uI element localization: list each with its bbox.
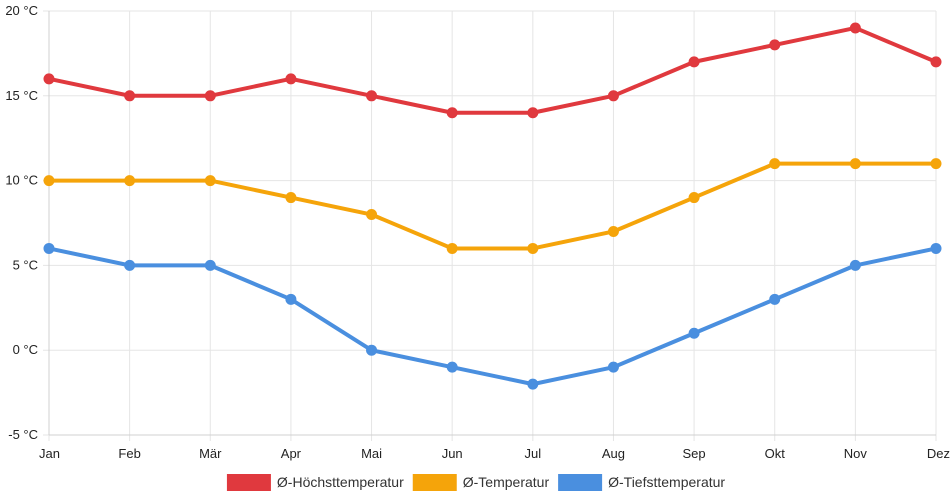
series-line-hoechsttemperatur (47, 25, 938, 115)
series-lines (43, 22, 942, 390)
x-tick-label-apr: Apr (281, 446, 302, 461)
data-point-tiefsttemperatur-nov[interactable] (849, 259, 861, 271)
legend-swatch-hoechsttemperatur (226, 474, 271, 491)
data-point-temperatur-apr[interactable] (285, 192, 297, 204)
y-tick-label: -5 °C (8, 427, 38, 442)
legend-label-temperatur: Ø-Temperatur (463, 474, 550, 490)
data-point-hoechsttemperatur-jun[interactable] (446, 107, 458, 119)
axes: Jan Feb Mär Apr Mai Jun Jul Aug Sep Okt Nov Dez -5 °… (5, 3, 950, 461)
series-line-temperatur (47, 161, 938, 251)
data-point-temperatur-maer[interactable] (204, 175, 216, 187)
series-temperatur (43, 158, 942, 254)
data-point-temperatur-jul[interactable] (527, 242, 539, 254)
legend-label-tiefsttemperatur: Ø-Tiefsttemperatur (608, 474, 725, 490)
data-point-hoechsttemperatur-maer[interactable] (204, 90, 216, 102)
data-point-tiefsttemperatur-jun[interactable] (446, 361, 458, 373)
series-hoechsttemperatur (43, 22, 942, 119)
data-point-tiefsttemperatur-feb[interactable] (124, 259, 136, 271)
x-tick-label-jun: Jun (442, 446, 463, 461)
data-point-temperatur-mai[interactable] (366, 209, 378, 221)
data-point-temperatur-jun[interactable] (446, 242, 458, 254)
data-point-temperatur-aug[interactable] (607, 225, 619, 237)
y-tick-label: 20 °C (5, 3, 38, 18)
data-point-temperatur-sep[interactable] (688, 192, 700, 204)
y-tick-label: 0 °C (13, 342, 38, 357)
x-tick-label-sep: Sep (683, 446, 706, 461)
legend-item-temperatur[interactable]: Ø-Temperatur (412, 474, 550, 491)
data-point-tiefsttemperatur-apr[interactable] (285, 293, 297, 305)
data-point-temperatur-feb[interactable] (124, 175, 136, 187)
x-tick-label-jan: Jan (39, 446, 60, 461)
legend-item-hoechsttemperatur[interactable]: Ø-Höchsttemperatur (226, 474, 404, 491)
data-point-hoechsttemperatur-mai[interactable] (366, 90, 378, 102)
data-point-tiefsttemperatur-okt[interactable] (769, 293, 781, 305)
data-point-tiefsttemperatur-jan[interactable] (43, 242, 55, 254)
data-point-tiefsttemperatur-sep[interactable] (688, 327, 700, 339)
data-point-temperatur-okt[interactable] (769, 158, 781, 170)
data-point-tiefsttemperatur-dez[interactable] (930, 242, 942, 254)
x-tick-label-nov: Nov (844, 446, 868, 461)
data-point-tiefsttemperatur-maer[interactable] (204, 259, 216, 271)
x-tick-label-mai: Mai (361, 446, 382, 461)
data-point-hoechsttemperatur-dez[interactable] (930, 56, 942, 68)
series-tiefsttemperatur (43, 242, 942, 390)
data-point-hoechsttemperatur-aug[interactable] (607, 90, 619, 102)
data-point-hoechsttemperatur-jul[interactable] (527, 107, 539, 119)
legend-swatch-temperatur (412, 474, 457, 491)
data-point-hoechsttemperatur-jan[interactable] (43, 73, 55, 85)
data-point-temperatur-nov[interactable] (849, 158, 861, 170)
x-tick-label-okt: Okt (765, 446, 786, 461)
x-tick-label-jul: Jul (525, 446, 542, 461)
data-point-hoechsttemperatur-feb[interactable] (124, 90, 136, 102)
y-tick-label: 10 °C (5, 173, 38, 188)
series-line-tiefsttemperatur (47, 246, 938, 387)
data-point-temperatur-jan[interactable] (43, 175, 55, 187)
legend-label-hoechsttemperatur: Ø-Höchsttemperatur (277, 474, 404, 490)
y-tick-label: 15 °C (5, 88, 38, 103)
data-point-hoechsttemperatur-sep[interactable] (688, 56, 700, 68)
data-point-tiefsttemperatur-jul[interactable] (527, 378, 539, 390)
data-point-hoechsttemperatur-okt[interactable] (769, 39, 781, 51)
data-point-tiefsttemperatur-mai[interactable] (366, 344, 378, 356)
x-tick-label-maer: Mär (199, 446, 222, 461)
data-point-hoechsttemperatur-nov[interactable] (849, 22, 861, 34)
x-tick-label-aug: Aug (602, 446, 625, 461)
legend[interactable]: Ø-Höchsttemperatur Ø-Temperatur Ø-Tiefstte… (226, 474, 725, 491)
data-point-hoechsttemperatur-apr[interactable] (285, 73, 297, 85)
y-tick-label: 5 °C (13, 257, 38, 272)
legend-swatch-tiefsttemperatur (558, 474, 603, 491)
legend-item-tiefsttemperatur[interactable]: Ø-Tiefsttemperatur (558, 474, 725, 491)
x-tick-label-feb: Feb (118, 446, 140, 461)
data-point-tiefsttemperatur-aug[interactable] (607, 361, 619, 373)
x-tick-label-dez: Dez (927, 446, 950, 461)
data-point-temperatur-dez[interactable] (930, 158, 942, 170)
